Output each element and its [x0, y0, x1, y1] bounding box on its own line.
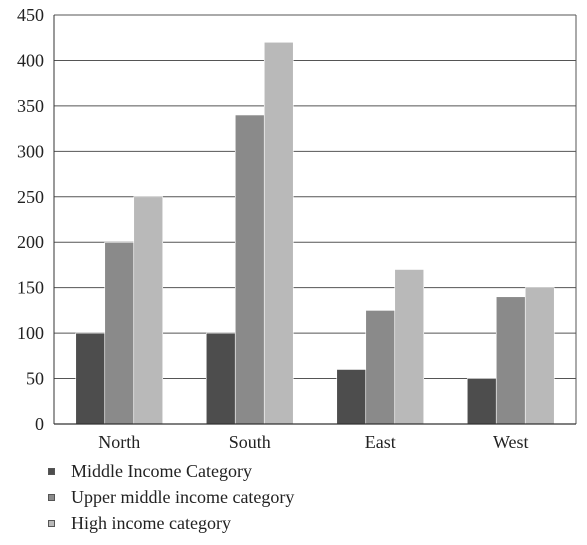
legend-swatch-upper-middle-income	[48, 493, 55, 501]
y-tick-label-350: 350	[17, 96, 44, 116]
x-tick-label-north: North	[98, 432, 140, 452]
legend: Middle Income Category Upper middle inco…	[44, 458, 294, 536]
bar-north-series-1	[75, 332, 106, 425]
bar-east-series-3	[394, 269, 425, 425]
legend-item-high-income: High income category	[44, 510, 294, 536]
x-tick-label-south: South	[229, 432, 271, 452]
bar-south-series-1	[205, 332, 236, 425]
legend-swatch-middle-income	[48, 467, 55, 475]
y-tick-label-200: 200	[17, 232, 44, 252]
bar-north-series-3	[133, 196, 164, 425]
y-tick-label-250: 250	[17, 187, 44, 207]
y-tick-label-300: 300	[17, 141, 44, 161]
legend-label-middle-income: Middle Income Category	[71, 460, 252, 481]
bar-north-series-2	[104, 241, 135, 425]
bar-south-series-2	[234, 114, 265, 425]
bar-east-series-1	[336, 369, 367, 425]
bar-west-series-1	[466, 378, 497, 425]
y-tick-label-100: 100	[17, 323, 44, 343]
y-tick-label-150: 150	[17, 278, 44, 298]
y-tick-label-400: 400	[17, 50, 44, 70]
bar-west-series-3	[524, 287, 555, 425]
x-tick-label-east: East	[365, 432, 396, 452]
legend-swatch-high-income	[48, 519, 55, 527]
legend-item-middle-income: Middle Income Category	[44, 458, 294, 484]
bar-east-series-2	[365, 310, 396, 425]
y-tick-label-450: 450	[17, 5, 44, 25]
legend-label-upper-middle-income: Upper middle income category	[71, 486, 295, 507]
legend-label-high-income: High income category	[71, 512, 231, 533]
bar-west-series-2	[495, 296, 526, 425]
legend-item-upper-middle-income: Upper middle income category	[44, 484, 294, 510]
x-tick-label-west: West	[493, 432, 529, 452]
y-tick-label-50: 50	[26, 369, 44, 389]
y-tick-label-0: 0	[35, 414, 44, 434]
bar-south-series-3	[263, 41, 294, 425]
